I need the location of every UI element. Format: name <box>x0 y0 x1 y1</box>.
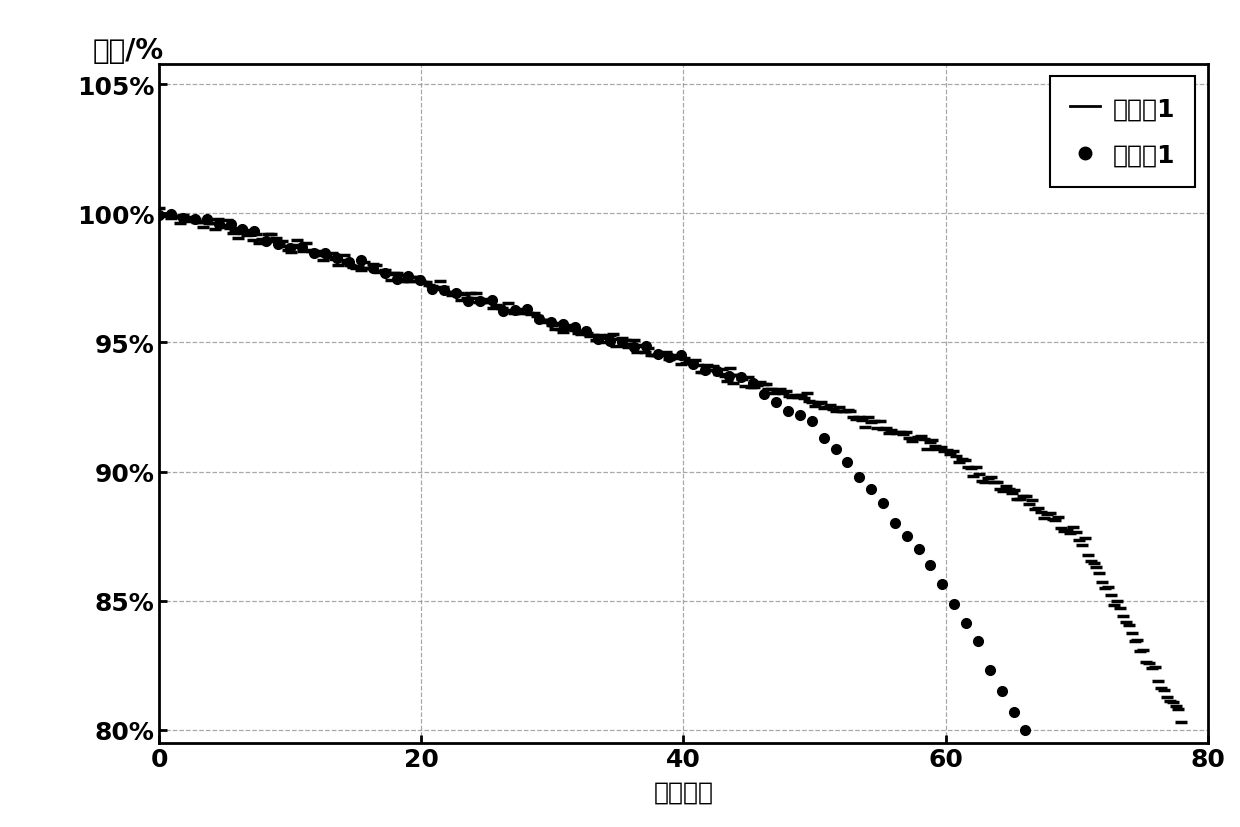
对比例1 <box>164 209 179 219</box>
实施例1 <box>1130 636 1145 646</box>
实施例1 <box>755 380 770 390</box>
X-axis label: 循环次数: 循环次数 <box>653 780 713 804</box>
Text: 容量/%: 容量/% <box>93 37 164 65</box>
Legend: 实施例1, 对比例1: 实施例1, 对比例1 <box>1050 77 1195 188</box>
实施例1 <box>153 203 167 213</box>
对比例1 <box>153 211 167 221</box>
对比例1 <box>234 225 249 235</box>
对比例1 <box>864 485 879 495</box>
实施例1 <box>624 339 639 349</box>
对比例1 <box>1029 750 1044 760</box>
Line: 对比例1: 对比例1 <box>155 210 1042 760</box>
实施例1 <box>1174 717 1189 727</box>
对比例1 <box>828 444 843 454</box>
对比例1 <box>852 472 867 482</box>
实施例1 <box>1159 692 1174 702</box>
实施例1 <box>424 282 439 292</box>
实施例1 <box>697 367 712 377</box>
Line: 实施例1: 实施例1 <box>153 203 1188 728</box>
对比例1 <box>888 519 903 528</box>
对比例1 <box>947 600 962 609</box>
